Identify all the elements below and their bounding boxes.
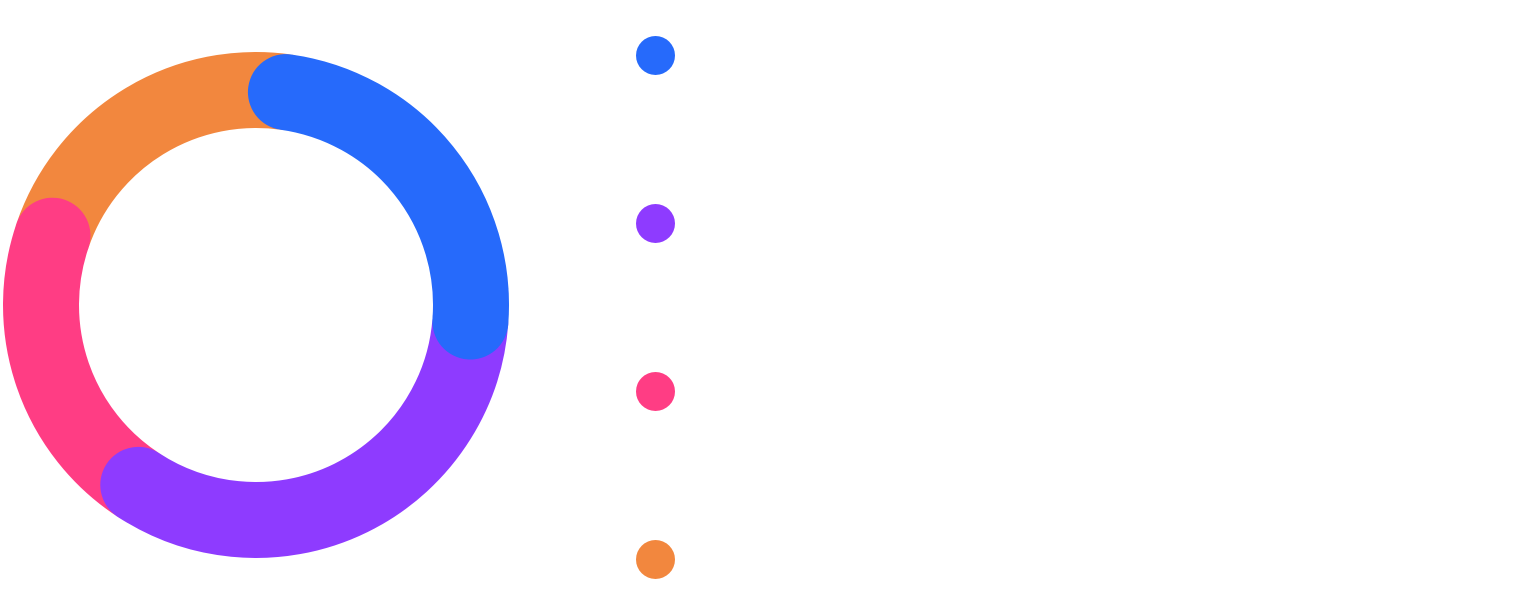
legend-item-0 (636, 35, 695, 75)
legend-item-2 (636, 371, 695, 411)
legend-item-3 (636, 539, 695, 579)
legend-item-1 (636, 203, 695, 243)
legend-swatch-2 (636, 371, 675, 411)
legend-swatch-3 (636, 539, 675, 579)
donut-segment-1 (100, 283, 509, 558)
donut-segment-3 (14, 52, 324, 274)
legend-swatch-1 (636, 203, 675, 243)
donut-ring (3, 52, 509, 558)
legend (636, 35, 1516, 595)
legend-swatch-0 (636, 35, 675, 75)
donut-segment-2 (3, 197, 177, 523)
donut-segment-0 (247, 54, 509, 360)
